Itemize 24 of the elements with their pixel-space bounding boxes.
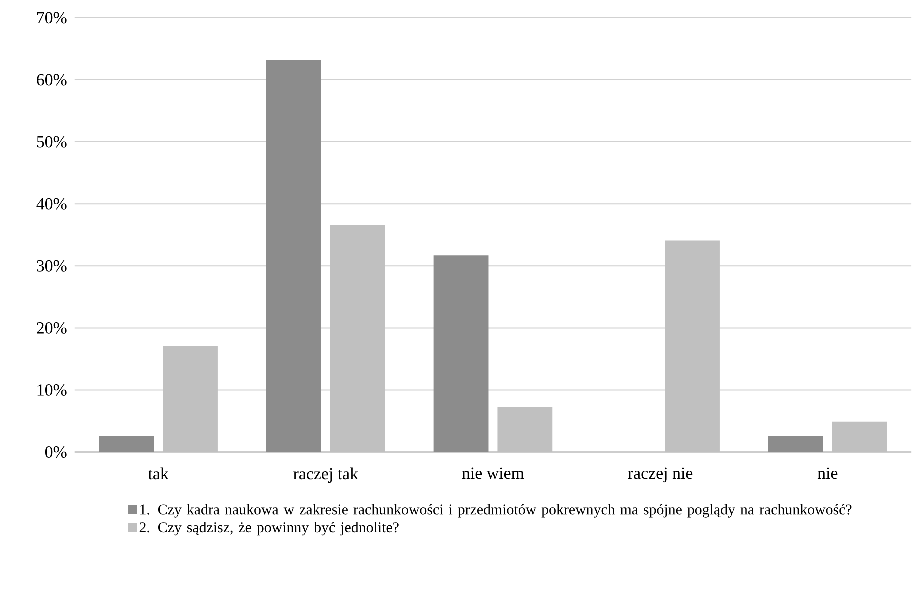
y-tick-label: 50% (37, 136, 67, 148)
bar (832, 422, 888, 452)
bar (768, 436, 824, 452)
x-tick-label: nie wiem (462, 468, 524, 480)
y-tick-label: 70% (37, 12, 67, 24)
y-tick-label: 0% (45, 446, 67, 458)
y-tick-label: 40% (36, 198, 67, 210)
bar (99, 436, 154, 452)
x-tick-label: raczej nie (628, 468, 693, 483)
bar (434, 256, 489, 452)
y-tick-label: 30% (37, 260, 67, 272)
y-tick-label: 60% (37, 74, 67, 86)
legend-label: 2. Czy sądzisz, że powinny być jednolite? (140, 522, 399, 536)
y-tick-label: 10% (38, 384, 67, 396)
y-tick-label: 20% (37, 322, 67, 334)
bar (498, 406, 553, 452)
bar (665, 240, 720, 452)
bar (266, 60, 322, 452)
x-tick-label: nie (818, 468, 838, 480)
x-tick-label: raczej tak (294, 468, 359, 484)
legend-label: 1. Czy kadra naukowa w zakresie rachunkowości i przedmiotów pokrewnych ma spójne poglądy na rachunkowość? (140, 504, 852, 518)
bar (330, 225, 386, 452)
bar (163, 346, 218, 452)
x-tick-label: tak (148, 468, 169, 480)
